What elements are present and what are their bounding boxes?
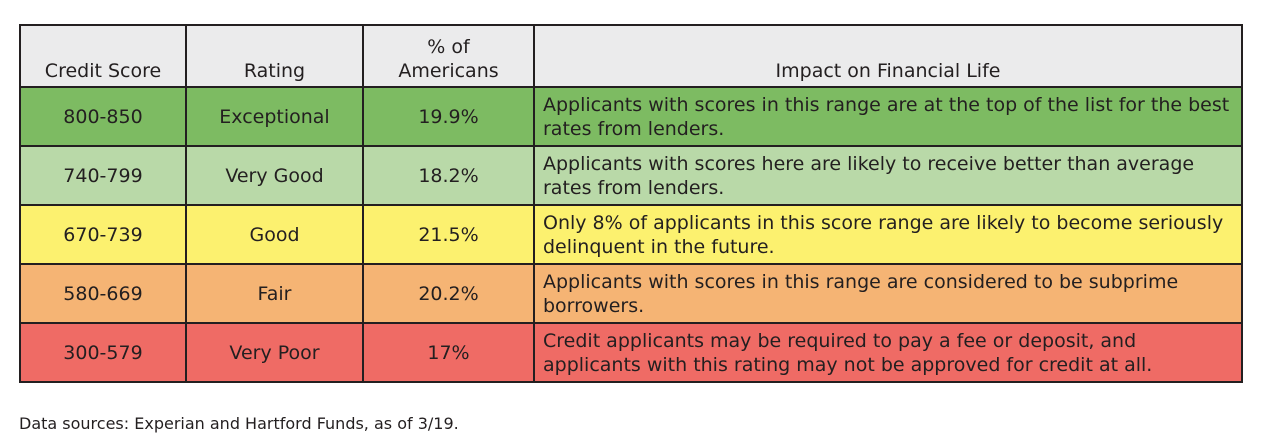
score-cell: 580-669 bbox=[19, 263, 187, 324]
header-impact: Impact on Financial Life bbox=[533, 24, 1243, 88]
impact-cell: Applicants with scores here are likely t… bbox=[533, 145, 1243, 206]
score-cell: 300-579 bbox=[19, 322, 187, 383]
rating-cell: Exceptional bbox=[185, 86, 364, 147]
table-row: 800-850 Exceptional 19.9% Applicants wit… bbox=[19, 86, 1243, 147]
impact-cell: Only 8% of applicants in this score rang… bbox=[533, 204, 1243, 265]
header-percent-of-americans: % of Americans bbox=[362, 24, 535, 88]
impact-cell: Applicants with scores in this range are… bbox=[533, 263, 1243, 324]
header-credit-score: Credit Score bbox=[19, 24, 187, 88]
rating-cell: Fair bbox=[185, 263, 364, 324]
table-row: 740-799 Very Good 18.2% Applicants with … bbox=[19, 145, 1243, 206]
credit-score-table: Credit Score Rating % of Americans Impac… bbox=[19, 24, 1243, 383]
percent-cell: 18.2% bbox=[362, 145, 535, 206]
table-header: Credit Score Rating % of Americans Impac… bbox=[19, 24, 1243, 88]
score-cell: 740-799 bbox=[19, 145, 187, 206]
rating-cell: Good bbox=[185, 204, 364, 265]
percent-cell: 20.2% bbox=[362, 263, 535, 324]
table-row: 670-739 Good 21.5% Only 8% of applicants… bbox=[19, 204, 1243, 265]
score-cell: 800-850 bbox=[19, 86, 187, 147]
table-row: 300-579 Very Poor 17% Credit applicants … bbox=[19, 322, 1243, 383]
header-rating: Rating bbox=[185, 24, 364, 88]
header-percent-line1: % of bbox=[427, 36, 470, 58]
percent-cell: 21.5% bbox=[362, 204, 535, 265]
impact-cell: Applicants with scores in this range are… bbox=[533, 86, 1243, 147]
impact-cell: Credit applicants may be required to pay… bbox=[533, 322, 1243, 383]
percent-cell: 19.9% bbox=[362, 86, 535, 147]
score-cell: 670-739 bbox=[19, 204, 187, 265]
rating-cell: Very Poor bbox=[185, 322, 364, 383]
rating-cell: Very Good bbox=[185, 145, 364, 206]
percent-cell: 17% bbox=[362, 322, 535, 383]
table-row: 580-669 Fair 20.2% Applicants with score… bbox=[19, 263, 1243, 324]
data-sources-footnote: Data sources: Experian and Hartford Fund… bbox=[19, 414, 459, 433]
table-body: 800-850 Exceptional 19.9% Applicants wit… bbox=[19, 86, 1243, 383]
header-row: Credit Score Rating % of Americans Impac… bbox=[19, 24, 1243, 88]
header-percent-line2: Americans bbox=[398, 60, 499, 82]
